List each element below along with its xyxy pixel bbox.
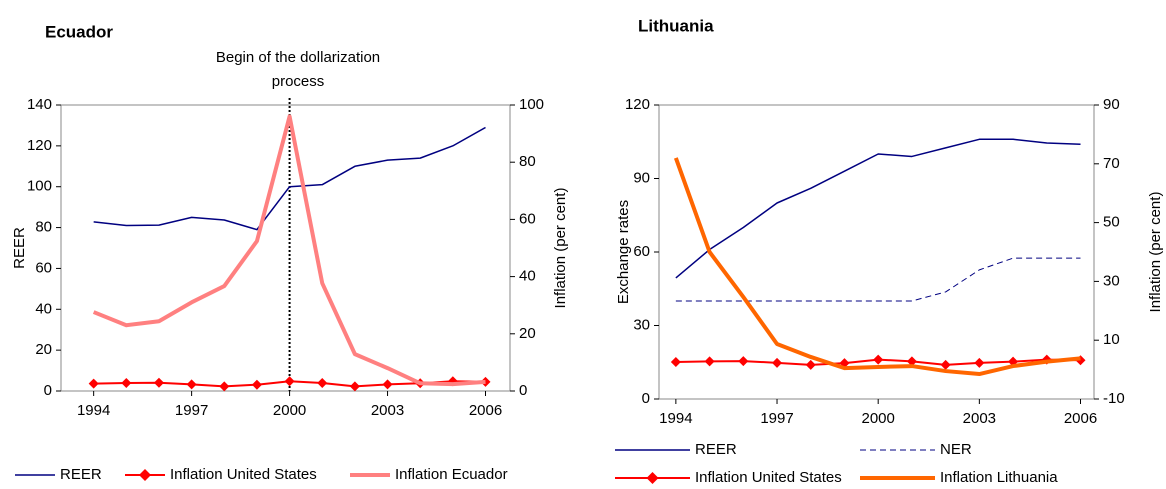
y-tick-label: 90 xyxy=(633,169,650,186)
series-line xyxy=(675,257,1081,302)
x-tick-label: 2000 xyxy=(273,402,306,419)
marker xyxy=(251,379,262,390)
legend-marker xyxy=(139,469,151,481)
marker xyxy=(738,356,749,367)
y2-axis-label: Inflation (per cent) xyxy=(1147,192,1164,313)
marker xyxy=(284,376,295,387)
marker xyxy=(186,379,197,390)
x-tick-label: 1994 xyxy=(659,410,692,427)
y-tick-label: 40 xyxy=(35,300,52,317)
marker xyxy=(873,354,884,365)
marker xyxy=(906,356,917,367)
series-line xyxy=(93,126,486,231)
marker xyxy=(88,378,99,389)
marker xyxy=(349,381,360,392)
marker xyxy=(670,356,681,367)
marker xyxy=(974,357,985,368)
chart-title: Ecuador xyxy=(45,22,113,41)
y2-tick-label: 50 xyxy=(1103,214,1120,231)
y-tick-label: 60 xyxy=(633,243,650,260)
x-tick-label: 1994 xyxy=(77,402,110,419)
y-tick-label: 20 xyxy=(35,341,52,358)
y2-tick-label: 20 xyxy=(519,325,536,342)
y2-tick-label: 60 xyxy=(519,210,536,227)
y2-tick-label: 0 xyxy=(519,382,527,399)
legend-label: Inflation Lithuania xyxy=(940,469,1058,486)
series-line xyxy=(673,157,1081,377)
y2-tick-label: 70 xyxy=(1103,155,1120,172)
marker xyxy=(382,379,393,390)
y-tick-label: 0 xyxy=(44,382,52,399)
y-tick-label: 120 xyxy=(625,96,650,113)
legend-label: NER xyxy=(940,441,972,458)
y2-axis-label: Inflation (per cent) xyxy=(552,188,569,309)
y2-tick-label: 10 xyxy=(1103,331,1120,348)
marker xyxy=(317,377,328,388)
marker xyxy=(153,377,164,388)
legend-label: REER xyxy=(695,441,737,458)
y-tick-label: 0 xyxy=(642,390,650,407)
marker xyxy=(704,356,715,367)
plot-frame xyxy=(60,104,511,392)
annotation: process xyxy=(272,73,325,90)
y-axis-label: Exchange rates xyxy=(615,200,632,304)
y-tick-label: 120 xyxy=(27,137,52,154)
legend-label: REER xyxy=(60,466,102,483)
marker xyxy=(805,359,816,370)
annotation: Begin of the dollarization xyxy=(216,49,380,66)
x-tick-label: 2006 xyxy=(469,402,502,419)
y2-tick-label: -10 xyxy=(1103,390,1125,407)
x-tick-label: 2003 xyxy=(963,410,996,427)
marker xyxy=(772,357,783,368)
y2-tick-label: 100 xyxy=(519,96,544,113)
y-tick-label: 80 xyxy=(35,219,52,236)
y2-tick-label: 30 xyxy=(1103,272,1120,289)
y2-tick-label: 90 xyxy=(1103,96,1120,113)
x-tick-label: 2000 xyxy=(861,410,894,427)
y2-tick-label: 40 xyxy=(519,268,536,285)
chart-title: Lithuania xyxy=(638,16,714,35)
y-tick-label: 140 xyxy=(27,96,52,113)
x-tick-label: 2003 xyxy=(371,402,404,419)
legend-label: Inflation Ecuador xyxy=(395,466,508,483)
marker xyxy=(219,381,230,392)
x-tick-label: 1997 xyxy=(760,410,793,427)
marker xyxy=(121,377,132,388)
x-tick-label: 2006 xyxy=(1064,410,1097,427)
y-tick-label: 60 xyxy=(35,259,52,276)
legend-marker xyxy=(646,472,659,484)
x-tick-label: 1997 xyxy=(175,402,208,419)
legend-label: Inflation United States xyxy=(695,469,842,486)
series-line xyxy=(92,114,486,387)
marker xyxy=(940,359,951,370)
y-axis-label: REER xyxy=(11,227,28,269)
y-tick-label: 100 xyxy=(27,178,52,195)
y2-tick-label: 80 xyxy=(519,153,536,170)
y-tick-label: 30 xyxy=(633,316,650,333)
legend-label: Inflation United States xyxy=(170,466,317,483)
plot-frame xyxy=(658,104,1095,400)
series-line xyxy=(675,138,1081,279)
